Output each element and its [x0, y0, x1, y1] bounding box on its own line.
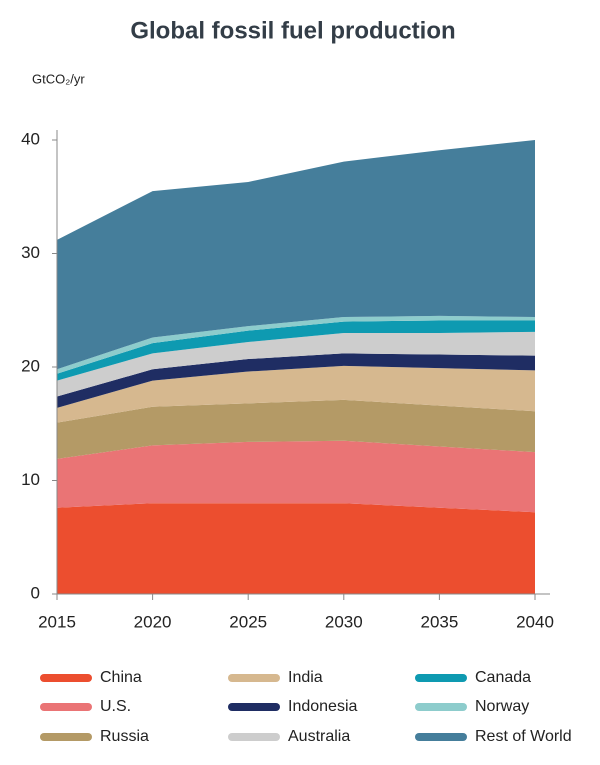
- legend-label: China: [100, 669, 142, 686]
- legend-label: Canada: [475, 669, 531, 686]
- chart-title: Global fossil fuel production: [130, 17, 455, 44]
- legend-swatch: [40, 733, 92, 741]
- x-tick-label: 2035: [420, 612, 458, 631]
- legend-label: U.S.: [100, 698, 131, 715]
- x-tick-label: 2025: [229, 612, 267, 631]
- legend-label: Australia: [288, 728, 350, 745]
- legend-swatch: [228, 703, 280, 711]
- x-tick-label: 2040: [516, 612, 554, 631]
- area: [57, 320, 535, 381]
- legend-swatch: [228, 733, 280, 741]
- legend-label: Indonesia: [288, 698, 357, 715]
- area: [57, 331, 535, 397]
- x-tick-label: 2020: [134, 612, 172, 631]
- legend-swatch: [40, 674, 92, 682]
- legend-label: India: [288, 669, 323, 686]
- area: [57, 503, 535, 594]
- area: [57, 353, 535, 408]
- legend-swatch: [415, 703, 467, 711]
- y-tick-label: 20: [21, 356, 40, 375]
- y-tick-label: 30: [21, 243, 40, 262]
- area: [57, 365, 535, 423]
- area: [57, 399, 535, 459]
- legend-label: Rest of World: [475, 728, 572, 745]
- legend-swatch: [415, 674, 467, 682]
- y-tick-label: 10: [21, 470, 40, 489]
- y-axis-label: GtCO₂/yr: [32, 71, 85, 86]
- legend-swatch: [228, 674, 280, 682]
- legend-swatch: [415, 733, 467, 741]
- y-tick-label: 40: [21, 129, 40, 148]
- y-tick-label: 0: [31, 583, 40, 602]
- x-tick-label: 2015: [38, 612, 76, 631]
- legend-swatch: [40, 703, 92, 711]
- legend-label: Russia: [100, 728, 149, 745]
- area: [57, 140, 535, 370]
- x-tick-label: 2030: [325, 612, 363, 631]
- area: [57, 440, 535, 513]
- legend-label: Norway: [475, 698, 529, 715]
